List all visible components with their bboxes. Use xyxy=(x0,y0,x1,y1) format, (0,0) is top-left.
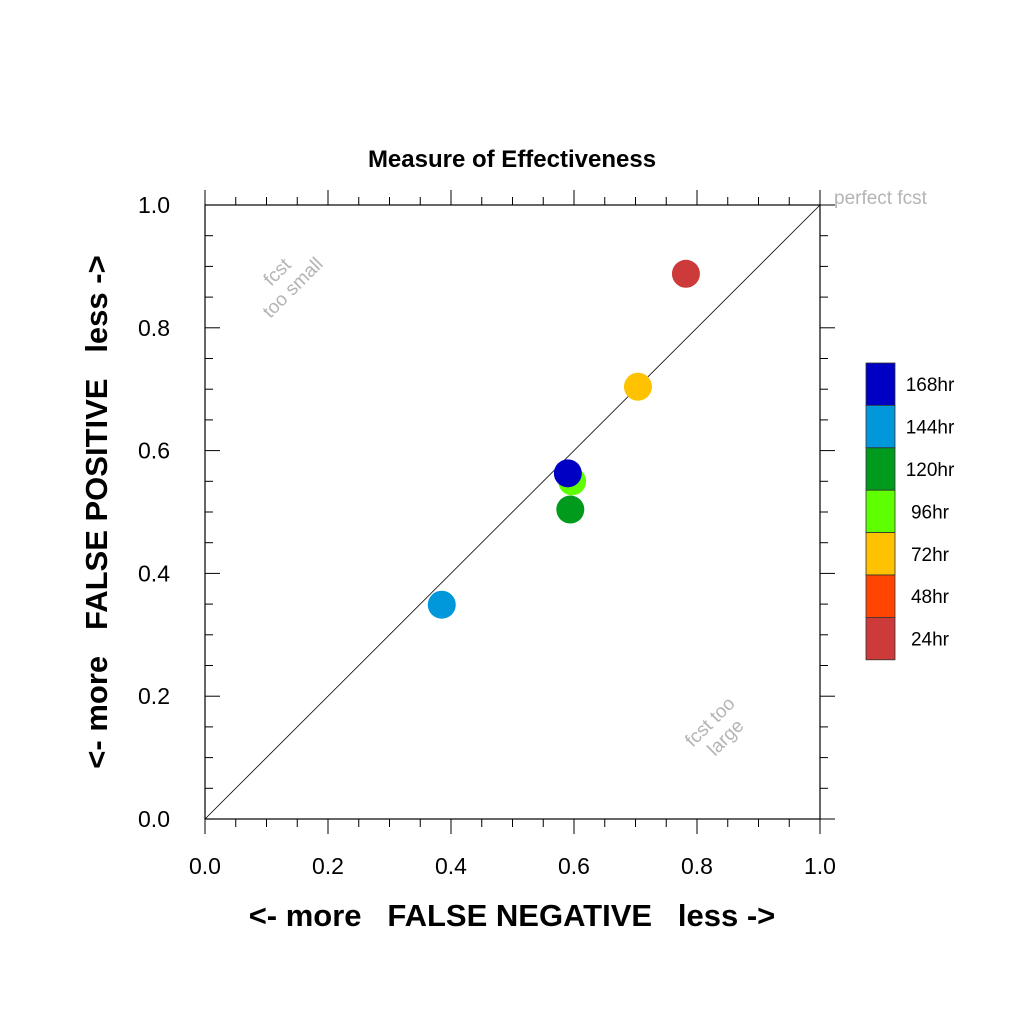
annotation-perfect-fcst: perfect fcst xyxy=(834,188,928,209)
legend: 168hr 144hr 120hr 96hr 72hr 48hr 24hr xyxy=(865,362,955,661)
legend-label-48hr: 48hr xyxy=(911,587,950,608)
data-point-72hr xyxy=(623,372,652,401)
axis-ticks xyxy=(204,190,835,834)
legend-swatch-24hr xyxy=(865,617,896,661)
legend-label-120hr: 120hr xyxy=(906,460,955,481)
legend-label-72hr: 72hr xyxy=(911,545,950,566)
data-point-24hr xyxy=(671,259,700,288)
data-point-168hr xyxy=(553,459,582,488)
chart-title: Measure of Effectiveness xyxy=(368,146,656,173)
legend-label-168hr: 168hr xyxy=(906,375,955,396)
y-tick-label: 1.0 xyxy=(138,192,170,218)
data-point-144hr xyxy=(427,590,456,619)
y-tick-label: 0.8 xyxy=(138,315,170,341)
tick-labels: 0.0 0.2 0.4 0.6 0.8 1.0 0.0 0.2 0.4 0.6 0.8 1.0 xyxy=(138,192,836,879)
plot-border xyxy=(204,204,821,820)
diagonal-line xyxy=(204,204,821,820)
legend-swatch-168hr xyxy=(865,362,896,406)
annotation-line: too small xyxy=(259,254,328,323)
x-tick-label: 1.0 xyxy=(804,853,836,879)
y-tick-label: 0.0 xyxy=(138,806,170,832)
perfect-forecast-diagonal xyxy=(204,204,821,820)
legend-label-144hr: 144hr xyxy=(906,418,955,439)
x-tick-label: 0.4 xyxy=(435,853,467,879)
legend-swatch-48hr xyxy=(865,574,896,618)
x-axis-label: <- more FALSE NEGATIVE less -> xyxy=(249,898,776,933)
data-point-120hr xyxy=(556,495,585,524)
y-tick-label: 0.2 xyxy=(138,683,170,709)
legend-label-24hr: 24hr xyxy=(911,630,950,651)
x-tick-label: 0.2 xyxy=(312,853,344,879)
plot-frame xyxy=(204,204,821,820)
y-axis-label: <- more FALSE POSITIVE less -> xyxy=(79,255,114,768)
legend-swatch-120hr xyxy=(865,447,896,491)
legend-label-96hr: 96hr xyxy=(911,502,950,523)
y-tick-label: 0.6 xyxy=(138,438,170,464)
legend-swatch-72hr xyxy=(865,532,896,576)
x-tick-label: 0.0 xyxy=(189,853,221,879)
x-tick-label: 0.6 xyxy=(558,853,590,879)
x-tick-label: 0.8 xyxy=(681,853,713,879)
legend-swatch-96hr xyxy=(865,489,896,534)
legend-swatch-144hr xyxy=(865,404,896,449)
y-tick-label: 0.4 xyxy=(138,560,170,586)
data-points xyxy=(427,259,700,619)
